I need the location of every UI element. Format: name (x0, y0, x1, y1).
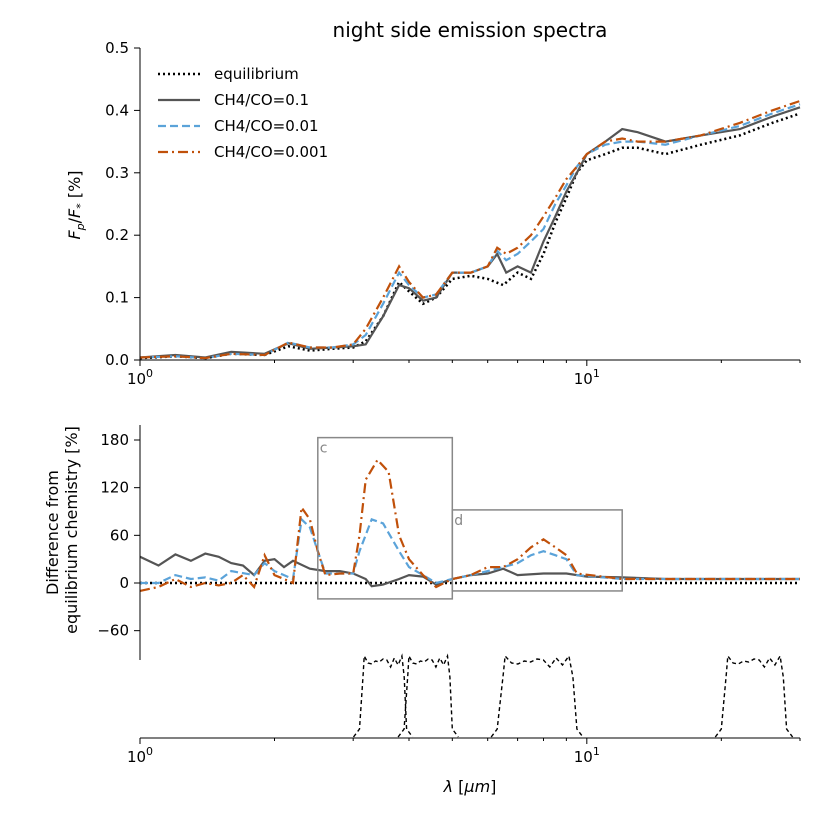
annotation-box-label-d: d (454, 513, 463, 529)
top-ytick-label: 0.2 (105, 226, 129, 244)
top-y-label: Fp/F* [%] (65, 170, 87, 239)
bottom-x-label: λ [μm] (443, 777, 497, 796)
annotation-boxes: cd (317, 436, 623, 600)
bottom-series-line-3 (139, 458, 800, 592)
bottom-yticks: −60 0 60 120 180 (97, 431, 140, 640)
annotation-box-label-c: c (320, 441, 328, 457)
top-axes (139, 48, 800, 361)
bottom-axes (139, 425, 800, 739)
legend-label-0: equilibrium (214, 65, 299, 83)
bottom-ytick-label: 180 (100, 431, 129, 449)
top-ytick-label: 0.4 (105, 101, 129, 119)
bottom-series-line-1 (139, 552, 800, 588)
bottom-y-label: Difference from equilibrium chemistry [%… (43, 426, 81, 634)
bottom-series-group (139, 458, 800, 592)
legend-label-3: CH4/CO=0.001 (214, 143, 328, 161)
top-ytick-label: 0.1 (105, 289, 129, 307)
top-ytick-label: 0.5 (105, 39, 129, 57)
legend-label-1: CH4/CO=0.1 (214, 91, 309, 109)
chart-title: night side emission spectra (333, 18, 608, 42)
legend-label-2: CH4/CO=0.01 (214, 117, 319, 135)
bottom-xtick-label: 101 (574, 745, 600, 766)
top-series-line-0 (139, 112, 801, 360)
top-ytick-label: 0.3 (105, 164, 129, 182)
top-panel: 0.0 0.1 0.2 0.3 0.4 0.5 100 101 Fp/F* [%] equi… (65, 39, 801, 388)
legend: equilibrium CH4/CO=0.1 CH4/CO=0.01 CH4/CO=0… (158, 65, 328, 161)
filter-4.5-curve (397, 653, 459, 738)
filter-8-curve (490, 654, 584, 738)
top-yticks: 0.0 0.1 0.2 0.3 0.4 0.5 (105, 39, 140, 369)
bottom-ytick-label: 0 (119, 574, 129, 592)
top-xticks: 100 101 (127, 360, 801, 388)
filter-3.6-curve (352, 653, 414, 738)
top-ytick-label: 0.0 (105, 351, 129, 369)
bottom-series-line-2 (140, 517, 800, 585)
bottom-xtick-label: 100 (127, 745, 153, 766)
top-xtick-label: 101 (574, 367, 600, 388)
bottom-ytick-label: 60 (110, 526, 129, 544)
filter-curves (352, 653, 794, 738)
annotation-box-d (451, 509, 623, 592)
bottom-ytick-label: 120 (100, 479, 129, 497)
top-series-line-3 (139, 99, 801, 360)
bottom-xticks: 100 101 (127, 738, 801, 766)
filter-24-curve (714, 653, 794, 738)
bottom-ytick-label: −60 (97, 622, 129, 640)
top-series-group (139, 99, 801, 360)
top-xtick-label: 100 (127, 367, 153, 388)
